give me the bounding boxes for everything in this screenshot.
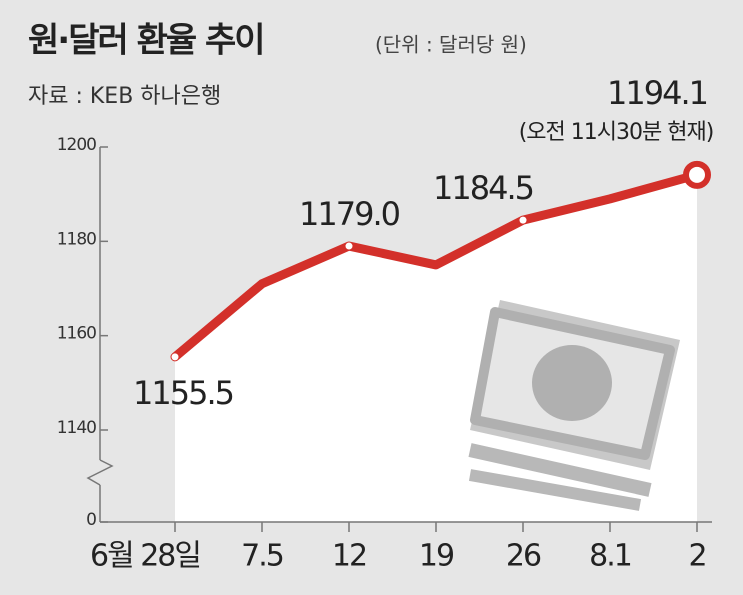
- x-tick-label: 12: [332, 539, 366, 574]
- x-tick-label: 6월 28일: [90, 539, 200, 574]
- value-label: 1194.1: [607, 74, 707, 112]
- line: [170, 170, 702, 362]
- chart-title: 원·달러 환율 추이: [28, 21, 264, 61]
- y-tick-label: 1160: [57, 324, 96, 344]
- value-label: 1155.5: [133, 374, 233, 412]
- y-tick-label: 1140: [57, 418, 96, 438]
- source: 자료 : KEB 하나은행: [28, 84, 221, 109]
- y-tick-label: 0: [86, 510, 96, 530]
- annotation: (오전 11시30분 현재): [519, 120, 714, 145]
- point: [519, 216, 527, 224]
- x-tick-label: 26: [506, 539, 541, 574]
- value-label: 1179.0: [299, 195, 400, 233]
- point: [345, 242, 353, 250]
- x-tick-label: 2: [688, 539, 705, 574]
- x-tick-label: 8.1: [589, 539, 631, 574]
- chart-subtitle: (단위 : 달러당 원): [375, 33, 527, 57]
- point: [683, 160, 711, 189]
- point: [171, 353, 179, 361]
- money-icon: [468, 300, 680, 511]
- value-label: 1184.5: [433, 169, 533, 207]
- axis-break: [86, 459, 114, 486]
- y-tick-label: 1200: [57, 135, 96, 155]
- y-tick-label: 1180: [57, 229, 96, 249]
- x-tick-label: 7.5: [241, 539, 283, 574]
- x-tick-label: 19: [419, 539, 453, 574]
